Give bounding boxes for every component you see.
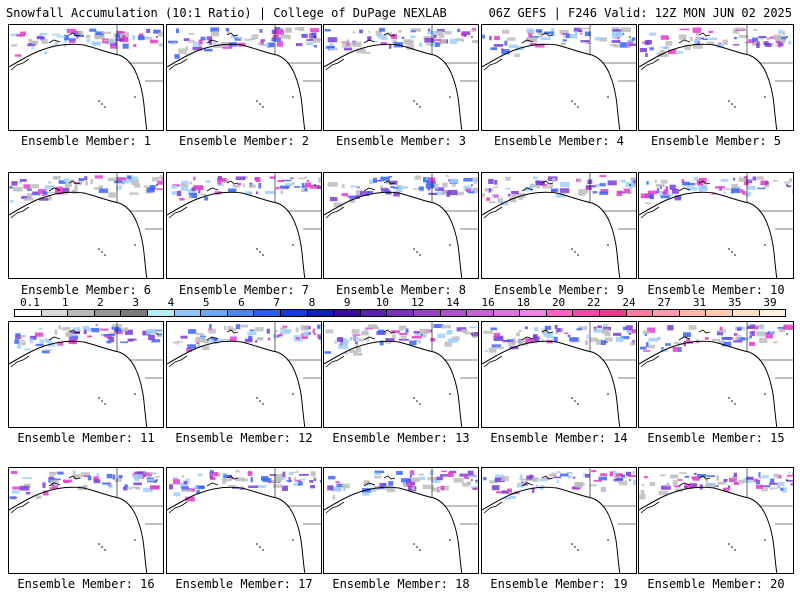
map-panel-member-13 bbox=[323, 321, 479, 428]
colorbar-swatch bbox=[280, 310, 308, 316]
colorbar-tick: 2 bbox=[97, 296, 104, 309]
member-label: Ensemble Member: 15 bbox=[647, 431, 785, 445]
colorbar-swatch bbox=[600, 310, 627, 316]
member-label: Ensemble Member: 14 bbox=[490, 431, 628, 445]
map-panel-member-9 bbox=[481, 172, 637, 279]
member-label: Ensemble Member: 16 bbox=[17, 577, 155, 591]
colorbar-tick: 5 bbox=[202, 296, 210, 309]
colorbar-swatch bbox=[254, 310, 281, 316]
member-label: Ensemble Member: 8 bbox=[335, 283, 467, 297]
member-label: Ensemble Member: 19 bbox=[490, 577, 628, 591]
map-panel-member-11 bbox=[8, 321, 164, 428]
map-panel-member-12 bbox=[166, 321, 322, 428]
colorbar-swatch bbox=[307, 310, 335, 316]
colorbar-tick: 9 bbox=[343, 296, 351, 309]
snowfall-colorbar bbox=[14, 309, 786, 317]
colorbar-swatch bbox=[41, 310, 69, 316]
colorbar-swatch bbox=[467, 310, 494, 316]
colorbar-swatch bbox=[520, 310, 547, 316]
colorbar-swatch bbox=[653, 310, 680, 316]
colorbar-tick: 1 bbox=[61, 296, 69, 309]
map-panel-member-16 bbox=[8, 467, 164, 574]
colorbar-swatch bbox=[413, 310, 441, 316]
colorbar-swatch bbox=[573, 310, 601, 316]
map-panel-member-2 bbox=[166, 24, 322, 131]
map-panel-member-1 bbox=[8, 24, 164, 131]
colorbar-tick: 24 bbox=[622, 296, 636, 309]
colorbar-swatch bbox=[546, 310, 574, 316]
colorbar-swatch bbox=[227, 310, 255, 316]
colorbar-swatch bbox=[626, 310, 654, 316]
map-panel-member-20 bbox=[638, 467, 794, 574]
colorbar-tick: 6 bbox=[238, 296, 245, 309]
map-panel-member-15 bbox=[638, 321, 794, 428]
member-label: Ensemble Member: 1 bbox=[20, 134, 152, 148]
colorbar-tick: 8 bbox=[308, 296, 316, 309]
colorbar-swatch bbox=[15, 310, 42, 316]
colorbar-swatch bbox=[68, 310, 95, 316]
member-label: Ensemble Member: 9 bbox=[493, 283, 625, 297]
member-label: Ensemble Member: 4 bbox=[493, 134, 625, 148]
colorbar-swatch bbox=[174, 310, 202, 316]
colorbar-swatch bbox=[334, 310, 361, 316]
map-panel-member-6 bbox=[8, 172, 164, 279]
colorbar-tick-labels: 0.1 1 2 3 4 5 6 7 8 9 10 12 14 16 18 20 22 24 27 31 35 39 bbox=[14, 296, 786, 309]
map-panel-member-10 bbox=[638, 172, 794, 279]
run-valid-time: 06Z GEFS | F246 Valid: 12Z MON JUN 02 20… bbox=[488, 6, 792, 20]
member-label: Ensemble Member: 3 bbox=[335, 134, 467, 148]
colorbar-swatch bbox=[387, 310, 414, 316]
colorbar-tick: 20 bbox=[551, 296, 566, 309]
colorbar-tick: 39 bbox=[763, 296, 777, 309]
map-panel-member-17 bbox=[166, 467, 322, 574]
colorbar-tick: 10 bbox=[375, 296, 389, 309]
map-panel-member-4 bbox=[481, 24, 637, 131]
member-label: Ensemble Member: 17 bbox=[175, 577, 313, 591]
member-label: Ensemble Member: 7 bbox=[178, 283, 310, 297]
colorbar-swatch bbox=[759, 310, 786, 316]
colorbar-tick: 27 bbox=[657, 296, 671, 309]
colorbar-tick: 0.1 bbox=[20, 296, 40, 309]
colorbar-swatch bbox=[121, 310, 148, 316]
colorbar-tick: 7 bbox=[273, 296, 280, 309]
colorbar-tick: 4 bbox=[167, 296, 175, 309]
colorbar-swatch bbox=[360, 310, 388, 316]
colorbar-tick: 31 bbox=[692, 296, 707, 309]
colorbar-swatch bbox=[679, 310, 707, 316]
member-label: Ensemble Member: 18 bbox=[332, 577, 470, 591]
map-title: Snowfall Accumulation (10:1 Ratio) | Col… bbox=[6, 6, 447, 20]
member-label: Ensemble Member: 13 bbox=[332, 431, 470, 445]
member-label: Ensemble Member: 5 bbox=[650, 134, 782, 148]
colorbar-tick: 12 bbox=[410, 296, 425, 309]
colorbar-swatch bbox=[706, 310, 734, 316]
member-label: Ensemble Member: 6 bbox=[20, 283, 152, 297]
colorbar-tick: 14 bbox=[446, 296, 460, 309]
map-panel-member-7 bbox=[166, 172, 322, 279]
colorbar-tick: 35 bbox=[728, 296, 742, 309]
map-panel-member-5 bbox=[638, 24, 794, 131]
colorbar-swatch bbox=[94, 310, 122, 316]
member-label: Ensemble Member: 20 bbox=[647, 577, 785, 591]
colorbar-tick: 16 bbox=[481, 296, 495, 309]
member-label: Ensemble Member: 10 bbox=[647, 283, 785, 297]
colorbar-swatch bbox=[733, 310, 760, 316]
map-panel-member-3 bbox=[323, 24, 479, 131]
colorbar-swatch bbox=[147, 310, 175, 316]
map-panel-member-14 bbox=[481, 321, 637, 428]
map-panel-member-8 bbox=[323, 172, 479, 279]
colorbar-tick: 22 bbox=[587, 296, 601, 309]
map-panel-member-19 bbox=[481, 467, 637, 574]
member-label: Ensemble Member: 2 bbox=[178, 134, 310, 148]
colorbar-swatch bbox=[201, 310, 228, 316]
member-label: Ensemble Member: 12 bbox=[175, 431, 313, 445]
colorbar-swatch bbox=[493, 310, 521, 316]
colorbar-tick: 18 bbox=[516, 296, 530, 309]
colorbar-tick: 3 bbox=[132, 296, 140, 309]
colorbar-swatch bbox=[440, 310, 468, 316]
member-label: Ensemble Member: 11 bbox=[17, 431, 155, 445]
map-panel-member-18 bbox=[323, 467, 479, 574]
